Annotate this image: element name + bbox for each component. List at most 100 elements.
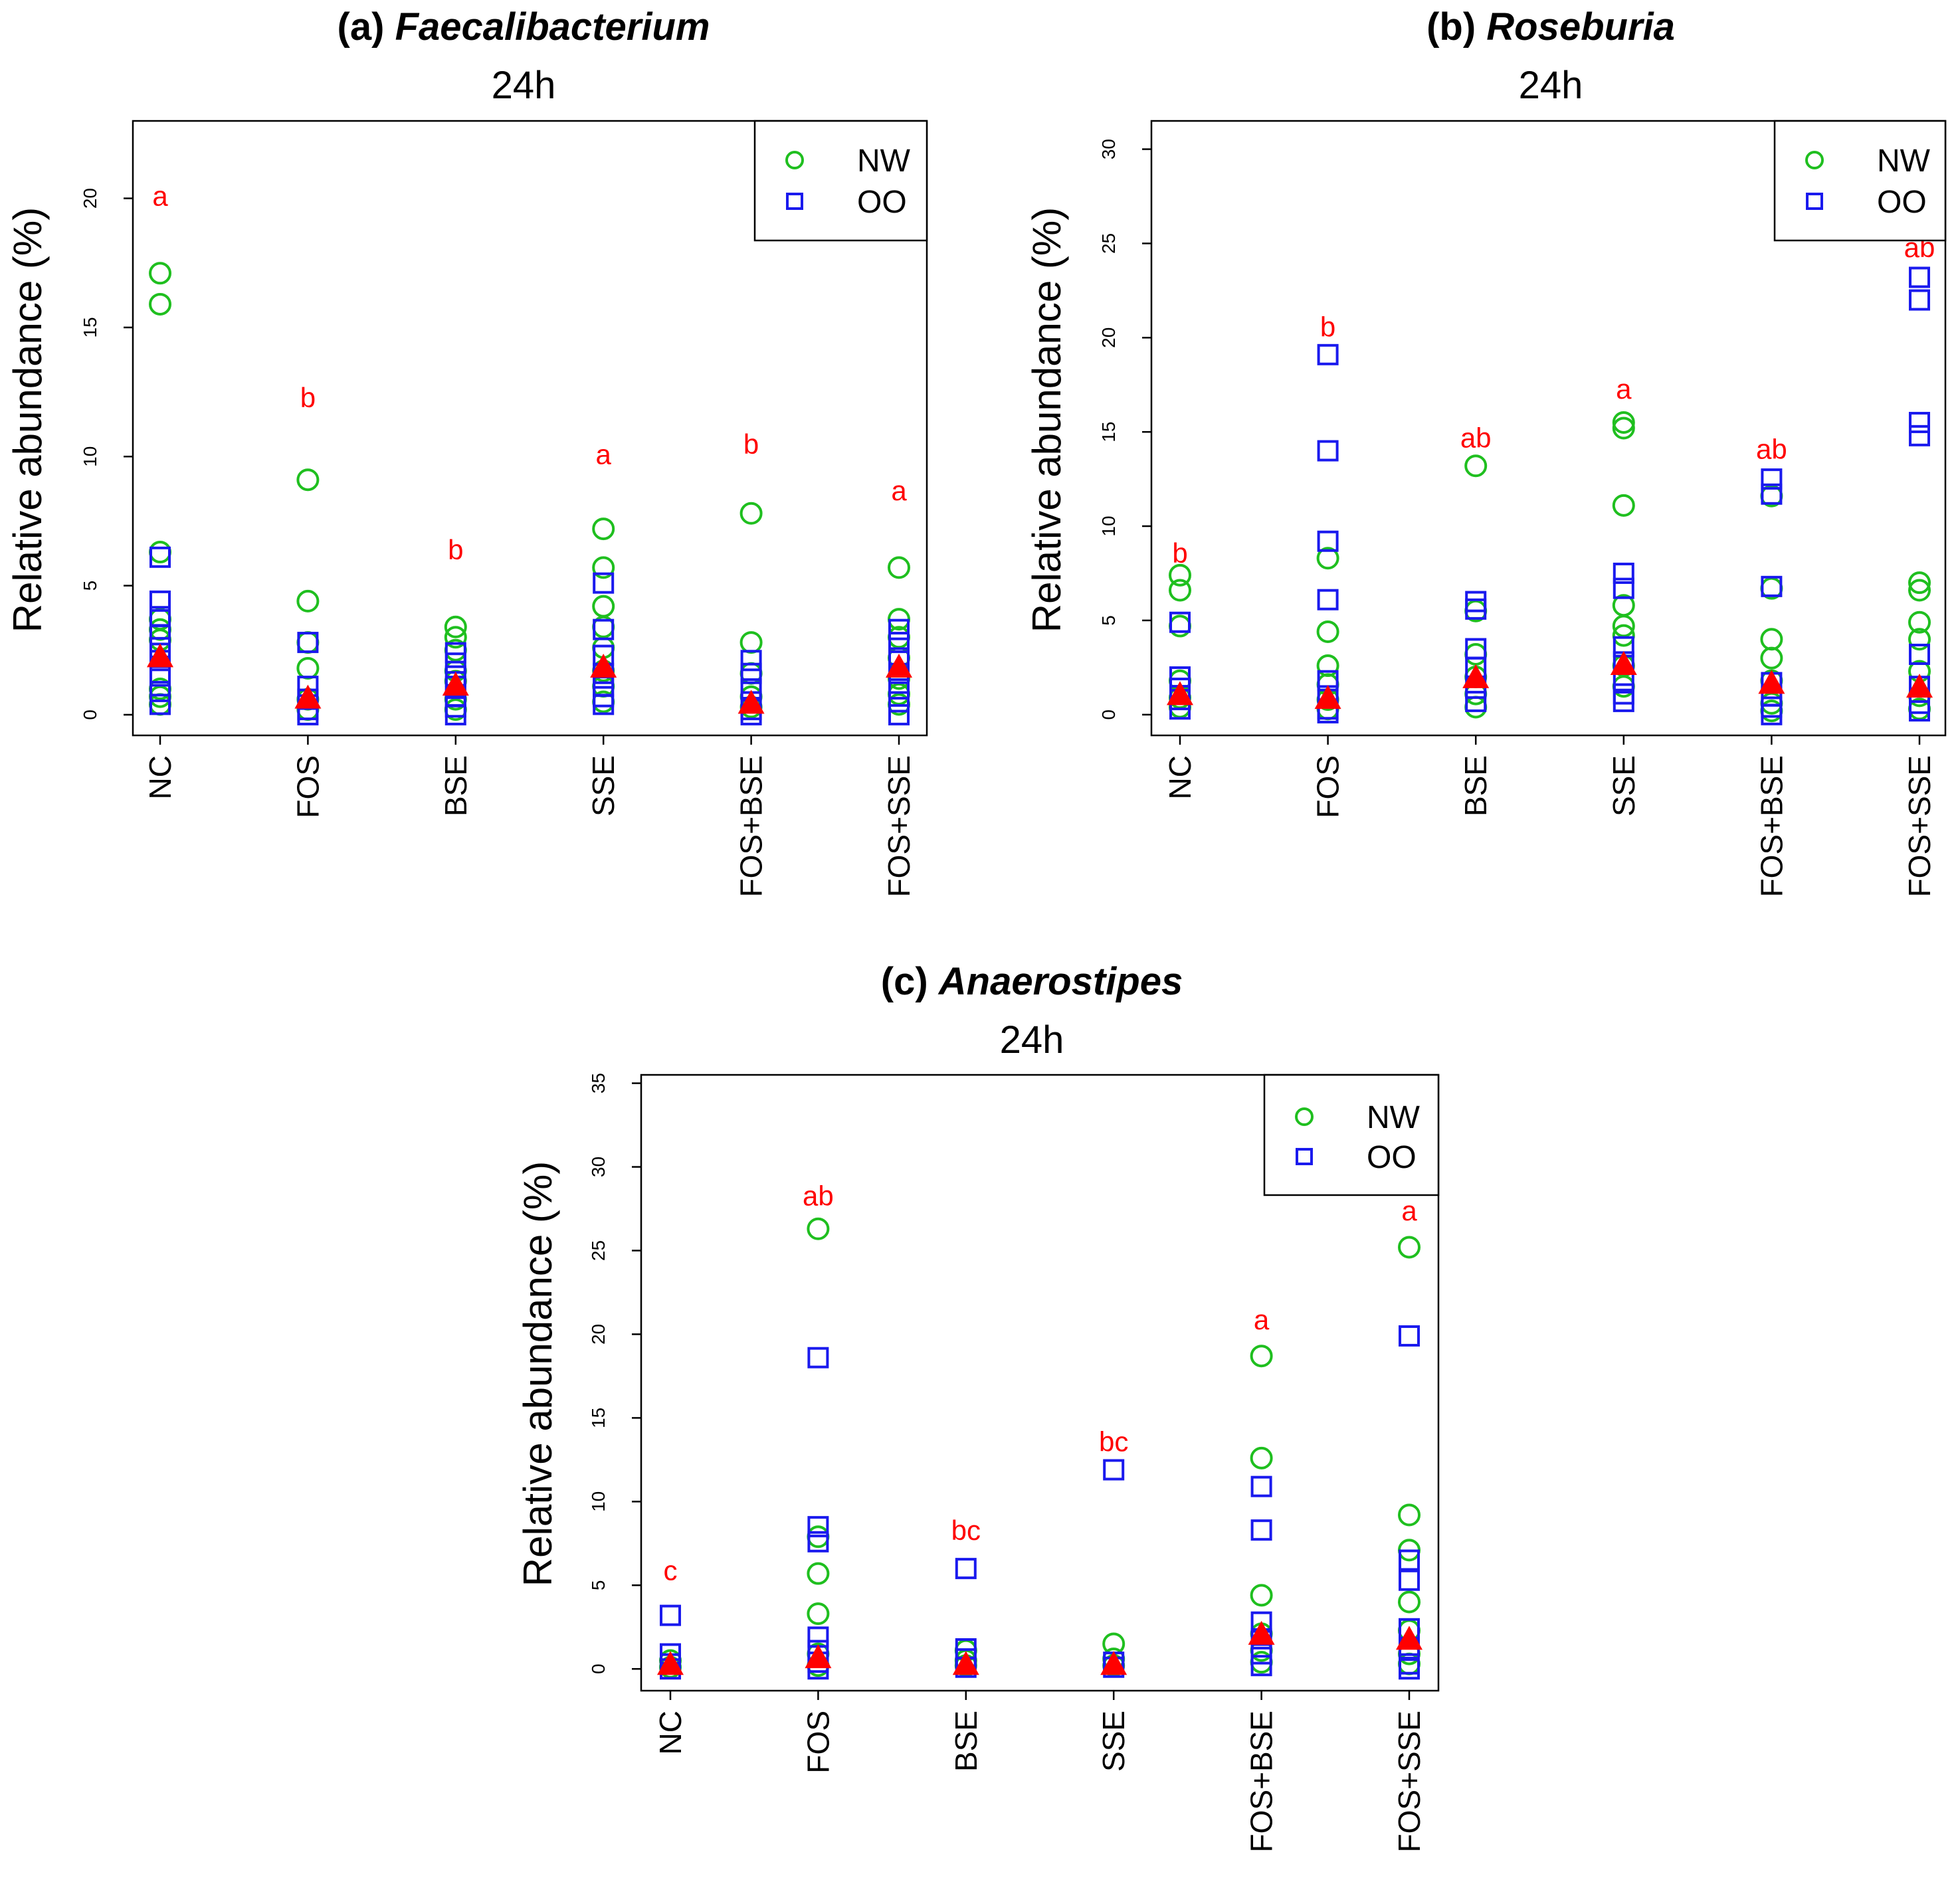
panel-a-x-tick-label: FOS+BSE [734,755,769,897]
panel-c-genus: Anaerostipes [937,960,1183,1003]
panel-a-nw-point [149,262,171,285]
panel-c-points [657,1217,1422,1680]
panel-a-median-marker [737,690,765,714]
panel-b-oo-point [1761,483,1783,505]
panel-a-nw-point [296,589,320,612]
panel-c-y-tick-label: 5 [588,1580,609,1591]
panel-a-significance-letter: a [891,475,907,506]
panel-a-oo-point [149,680,171,702]
panel-c-x-tick-label: FOS+BSE [1244,1711,1279,1852]
panel-b-legend-nw-marker [1805,151,1824,169]
panel-a-median-marker [294,684,322,709]
panel-b-oo-point [1761,575,1783,597]
panel-c-y-axis: 0 5 10 15 20 25 30 35 [588,1073,641,1674]
panel-a-oo-point [888,618,910,640]
panel-a-legend-box [753,120,928,242]
panel-a-oo-point [593,694,615,715]
panel-a-significance-letters: a b b a b a [152,181,907,565]
panel-b-significance-letter: ab [1460,423,1492,454]
panel-c-x-tick-label: SSE [1096,1711,1131,1772]
panel-c-plot-box [640,1074,1440,1692]
panel-c-median-marker [952,1651,979,1675]
panel-a-significance-letter: b [300,382,316,413]
panel-c-x-tick-label: FOS [801,1711,835,1774]
panel-b-oo-point [1761,704,1783,725]
panel-b-y-tick-label: 0 [1098,709,1119,720]
panel-a-nw-point [296,468,320,492]
panel-a-median-marker [590,653,617,678]
panel-c-significance-letter: a [1401,1195,1417,1226]
panel-c-oo-point [1250,1475,1272,1497]
panel-c-nw-point [1250,1345,1273,1368]
panel-a-median-marker [886,653,912,678]
panel-b-median-marker [1758,670,1785,694]
panel-c-x-axis: NC FOS BSE SSE FOS+BSE FOS+SSE [653,1691,1426,1852]
panel-b-oo-point [1317,440,1339,462]
panel-c-nw-point [1398,1503,1421,1527]
panel-b-x-tick-label: FOS [1311,755,1345,818]
panel-c-legend: NW OO [1263,1074,1440,1196]
panel-a-significance-letter: a [596,438,612,470]
panel-b-nw-point [1612,417,1635,440]
panel-c-legend-nw-label: NW [1367,1100,1421,1135]
panel-a-genus: Faecalibacterium [395,5,710,48]
panel-c-legend-oo-label: OO [1367,1140,1417,1175]
panel-b-y-axis: 0 5 10 15 20 25 30 [1098,139,1151,720]
panel-a-y-tick-label: 10 [80,446,100,467]
panel-a-oo-point [888,632,910,654]
panel-b-oo-point [1317,343,1339,365]
panel-a-oo-point [888,678,910,700]
panel-a-oo-point [149,590,171,612]
panel-c-significance-letter: a [1254,1304,1270,1335]
panel-b-nw-point [1908,571,1931,595]
panel-a-plot-box [132,120,928,737]
panel-a-x-tick-label: FOS [290,755,325,818]
panel-c-x-tick-label: FOS+SSE [1392,1711,1426,1852]
panel-c-significance-letter: c [664,1555,678,1586]
panel-c-label: (c) [881,960,928,1003]
panel-b-nw-point [1169,579,1191,602]
panel-b-oo-point [1465,598,1487,620]
panel-a-y-tick-label: 0 [80,709,100,720]
panel-a-oo-point [888,704,910,725]
panel-a-nw-point [444,626,467,649]
panel-b-nw-point [1612,411,1635,434]
panel-b-oo-point [1317,530,1339,552]
panel-b-y-tick-label: 20 [1098,328,1119,348]
panel-a-nw-point [739,502,763,525]
panel-b-oo-point [1909,411,1930,433]
panel-c-significance-letter: bc [951,1515,981,1546]
panel-c-nw-point [1250,1446,1273,1469]
panel-c-oo-point [1399,1569,1420,1591]
panel-c-y-tick-label: 25 [588,1240,609,1261]
panel-b-nw-point [1908,579,1931,602]
panel-b-significance-letter: ab [1756,434,1787,465]
panel-a-x-tick-label: NC [143,755,177,799]
panel-b-oo-point [1909,424,1930,446]
panel-a-median-marker [147,643,173,668]
panel-b-median-marker [1610,651,1637,676]
panel-c-median-marker [1248,1620,1275,1645]
panel-c-median-marker [805,1644,832,1669]
panel-a-oo-point [740,662,762,684]
panel-a-legend-oo-marker [786,193,803,210]
panel-b-subtitle: 24h [1519,64,1583,107]
panel-c-oo-point [807,1347,829,1368]
panel-a-oo-point [593,618,615,640]
panel-b-nw-point [1760,646,1783,670]
panel-c-legend-box [1263,1074,1440,1196]
panel-b-nw-point [1612,614,1635,638]
panel-b-genus: Roseburia [1486,5,1675,48]
panel-c-oo-point [1103,1459,1125,1481]
panel-a-points [147,262,912,725]
panel-b-significance-letter: b [1172,537,1187,569]
panel-b-label: (b) [1426,5,1476,48]
panel-a-y-tick-label: 15 [80,317,100,337]
panel-c-significance-letters: c ab bc bc a a [664,1180,1418,1586]
panel-b-y-tick-label: 5 [1098,615,1119,626]
panel-b-oo-point [1169,611,1191,633]
panel-b-y-tick-label: 30 [1098,139,1119,159]
panel-c-nw-point [807,1217,830,1240]
panel-a-title: (a) Faecalibacterium [338,5,710,48]
